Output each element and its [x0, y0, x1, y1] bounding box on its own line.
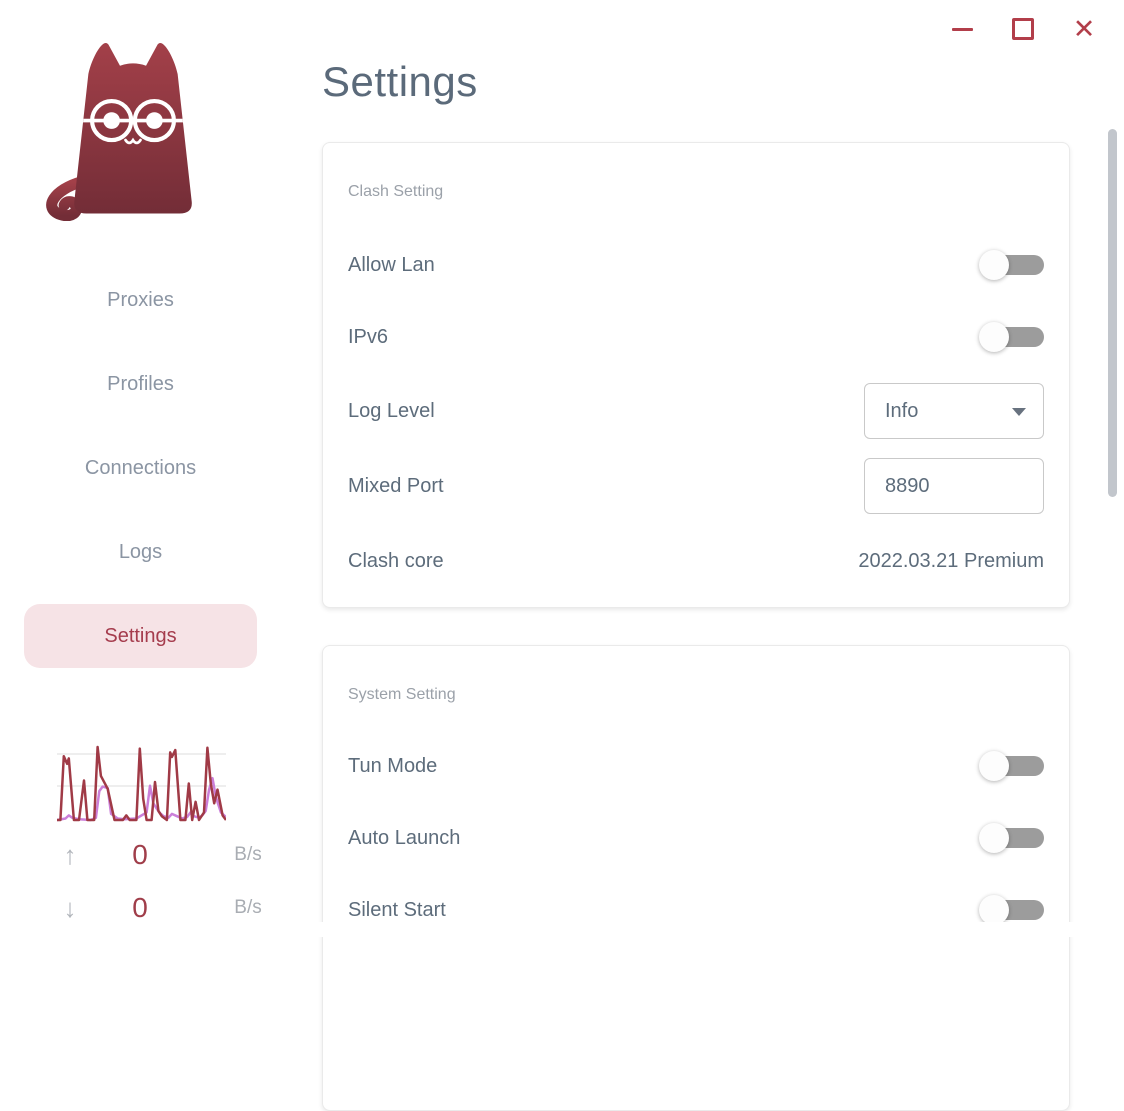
mixed-port-input[interactable] [864, 458, 1044, 514]
clash-core-version: 2022.03.21 Premium [858, 549, 1044, 572]
window-controls: ✕ [945, 12, 1101, 46]
setting-row-mixed-port: Mixed Port [348, 458, 1044, 514]
sidebar-item-profiles[interactable]: Profiles [24, 352, 257, 416]
upload-speed-unit: B/s [234, 844, 262, 865]
sidebar-item-connections[interactable]: Connections [24, 436, 257, 500]
auto-launch-toggle[interactable] [979, 823, 1044, 853]
setting-row-clash-core: Clash core 2022.03.21 Premium [348, 533, 1044, 589]
toggle-thumb [979, 823, 1009, 853]
log-level-value: Info [885, 399, 919, 422]
nav-label: Settings [104, 624, 177, 647]
auto-launch-label: Auto Launch [348, 826, 461, 849]
sidebar-item-logs[interactable]: Logs [24, 520, 257, 584]
setting-row-log-level: Log Level Info [348, 383, 1044, 439]
traffic-chart [57, 745, 226, 822]
clash-setting-card: Clash Setting Allow Lan IPv6 Log Level I… [322, 142, 1070, 608]
sidebar-item-proxies[interactable]: Proxies [24, 268, 257, 332]
scrollbar-thumb[interactable] [1108, 129, 1117, 497]
setting-row-silent-start: Silent Start [348, 882, 1044, 938]
ipv6-label: IPv6 [348, 325, 389, 348]
nav-label: Logs [118, 540, 163, 563]
ipv6-toggle[interactable] [979, 322, 1044, 352]
upload-speed-row: ↑ 0 B/s [0, 839, 300, 870]
download-speed-unit: B/s [234, 897, 262, 918]
silent-start-toggle[interactable] [979, 895, 1044, 925]
app-logo [40, 35, 226, 222]
mixed-port-label: Mixed Port [348, 474, 444, 497]
tun-mode-toggle[interactable] [979, 751, 1044, 781]
setting-row-auto-launch: Auto Launch [348, 810, 1044, 866]
setting-row-allow-lan: Allow Lan [348, 237, 1044, 293]
log-level-select[interactable]: Info [864, 383, 1044, 439]
nav-label: Proxies [107, 288, 174, 311]
maximize-button[interactable] [1006, 12, 1040, 46]
allow-lan-label: Allow Lan [348, 253, 435, 276]
download-speed-value: 0 [132, 892, 148, 923]
nav-label: Profiles [107, 372, 174, 395]
nav-label: Connections [84, 456, 197, 479]
upload-line [57, 745, 226, 822]
system-setting-card: System Setting Tun Mode Auto Launch Sile… [322, 645, 1070, 1111]
sidebar-item-settings[interactable]: Settings [24, 604, 257, 668]
close-icon: ✕ [1072, 13, 1096, 44]
download-speed-row: ↓ 0 B/s [0, 892, 300, 923]
close-button[interactable]: ✕ [1067, 12, 1101, 46]
tun-mode-label: Tun Mode [348, 754, 438, 777]
toggle-thumb [979, 250, 1009, 280]
chevron-down-icon [1012, 408, 1026, 416]
sidebar-nav: Proxies Profiles Connections Logs Settin… [24, 268, 257, 688]
section-label: System Setting [348, 686, 456, 703]
clash-cat-icon [46, 43, 192, 222]
toggle-thumb [979, 751, 1009, 781]
maximize-icon [1012, 18, 1034, 40]
log-level-label: Log Level [348, 399, 435, 422]
allow-lan-toggle[interactable] [979, 250, 1044, 280]
upload-speed-value: 0 [132, 839, 148, 870]
download-arrow-icon: ↓ [63, 892, 77, 923]
setting-row-ipv6: IPv6 [348, 309, 1044, 365]
minimize-icon [951, 27, 973, 31]
clash-core-label: Clash core [348, 549, 444, 572]
upload-arrow-icon: ↑ [63, 839, 77, 870]
window-bottom-edge [0, 922, 1124, 937]
page-title: Settings [322, 58, 478, 105]
toggle-thumb [979, 895, 1009, 925]
section-label: Clash Setting [348, 183, 444, 200]
minimize-button[interactable] [945, 12, 979, 46]
silent-start-label: Silent Start [348, 898, 446, 921]
toggle-thumb [979, 322, 1009, 352]
setting-row-tun-mode: Tun Mode [348, 738, 1044, 794]
